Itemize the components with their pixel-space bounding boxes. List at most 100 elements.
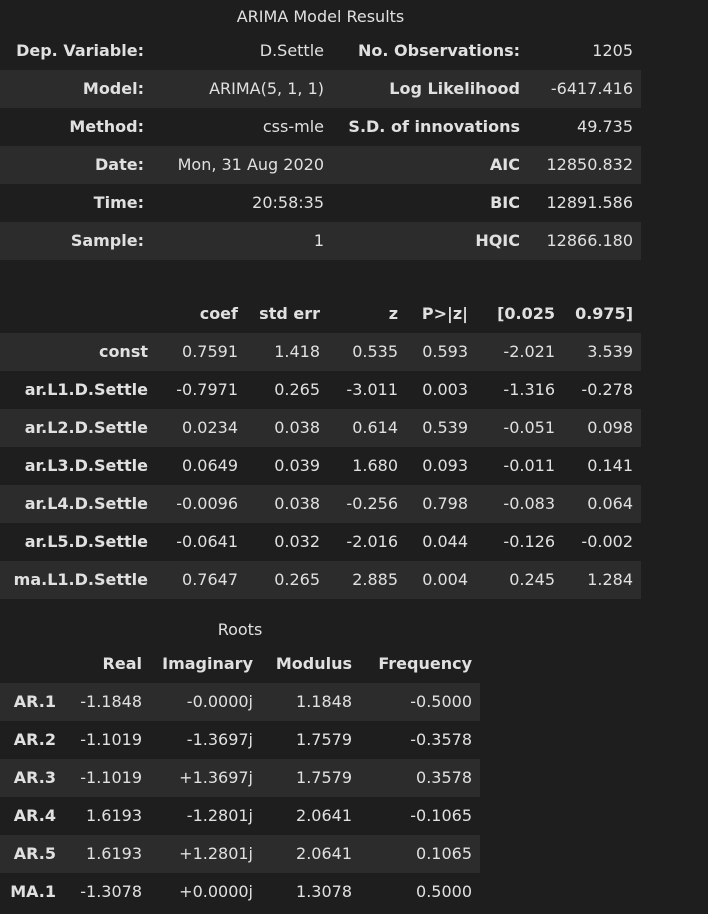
value-cell: -0.0641 (176, 532, 238, 551)
column-header: Imaginary (162, 654, 253, 673)
value-cell: 2.885 (328, 561, 406, 599)
value-cell: 0.038 (246, 485, 328, 523)
table-row: ar.L5.D.Settle -0.0641 0.032 -2.016 0.04… (0, 523, 641, 561)
value-cell: 0.7591 (156, 333, 246, 371)
value-cell: 12866.180 (528, 222, 641, 260)
value-cell: -0.051 (476, 409, 563, 447)
value-cell: 0.039 (274, 456, 320, 475)
value-cell: 1205 (592, 41, 633, 60)
value-cell: -0.083 (476, 485, 563, 523)
label-cell: Method: (69, 117, 144, 136)
table-row: ar.L2.D.Settle 0.0234 0.038 0.614 0.539 … (0, 409, 641, 447)
value-cell: -1.1019 (80, 730, 142, 749)
value-cell: 0.1065 (360, 835, 480, 873)
value-cell: -2.021 (476, 333, 563, 371)
value-cell: +1.2801j (150, 835, 261, 873)
value-cell: 0.093 (422, 456, 468, 475)
value-cell: 0.004 (406, 561, 476, 599)
value-cell: 0.798 (406, 485, 476, 523)
label-cell: HQIC (332, 222, 528, 260)
row-label: MA.1 (10, 882, 56, 901)
row-label: ar.L5.D.Settle (24, 532, 148, 551)
value-cell: 1.284 (563, 561, 641, 599)
header-row: Real Imaginary Modulus Frequency (0, 645, 480, 683)
row-label: ar.L3.D.Settle (24, 456, 148, 475)
value-cell: -0.0000j (150, 683, 261, 721)
table-row: ma.L1.D.Settle 0.7647 0.265 2.885 0.004 … (0, 561, 641, 599)
row-label: const (0, 333, 156, 371)
value-cell: 0.3578 (360, 759, 480, 797)
model-results-table: ARIMA Model Results Dep. Variable: D.Set… (0, 2, 641, 260)
value-cell: 1.3078 (296, 882, 352, 901)
value-cell: 0.539 (406, 409, 476, 447)
column-header (0, 295, 156, 333)
value-cell: -1.2801j (186, 806, 253, 825)
column-header: Real (102, 654, 142, 673)
value-cell: -6417.416 (528, 70, 641, 108)
value-cell: +1.3697j (150, 759, 261, 797)
table-row: AR.5 1.6193 +1.2801j 2.0641 0.1065 (0, 835, 480, 873)
table-row: Time: 20:58:35 BIC 12891.586 (0, 184, 641, 222)
header-row: coef std err z P>|z| [0.025 0.975] (0, 295, 641, 333)
column-header (0, 645, 64, 683)
roots-table: Roots Real Imaginary Modulus Frequency A… (0, 615, 480, 911)
value-cell: -0.002 (581, 532, 633, 551)
value-cell: 1 (152, 222, 332, 260)
column-header: coef (199, 304, 238, 323)
value-cell: -0.7971 (176, 380, 238, 399)
table-row: Sample: 1 HQIC 12866.180 (0, 222, 641, 260)
row-label: AR.3 (0, 759, 64, 797)
label-cell: Model: (0, 70, 152, 108)
column-header: [0.025 (497, 304, 555, 323)
table-row: ar.L4.D.Settle -0.0096 0.038 -0.256 0.79… (0, 485, 641, 523)
value-cell: 0.141 (587, 456, 633, 475)
value-cell: 2.0641 (261, 835, 360, 873)
value-cell: -0.0096 (156, 485, 246, 523)
value-cell: -1.316 (503, 380, 555, 399)
value-cell: 2.0641 (296, 806, 352, 825)
value-cell: -0.278 (581, 380, 633, 399)
table-row: Method: css-mle S.D. of innovations 49.7… (0, 108, 641, 146)
value-cell: -0.5000 (360, 683, 480, 721)
value-cell: -0.126 (503, 532, 555, 551)
value-cell: 49.735 (577, 117, 633, 136)
table-row: const 0.7591 1.418 0.535 0.593 -2.021 3.… (0, 333, 641, 371)
value-cell: 0.614 (328, 409, 406, 447)
table-row: AR.2 -1.1019 -1.3697j 1.7579 -0.3578 (0, 721, 480, 759)
value-cell: 0.245 (476, 561, 563, 599)
value-cell: css-mle (262, 117, 324, 136)
coefficients-table: coef std err z P>|z| [0.025 0.975] const… (0, 295, 641, 599)
value-cell: -1.3697j (186, 730, 253, 749)
value-cell: 0.032 (274, 532, 320, 551)
roots-title: Roots (217, 620, 263, 639)
row-label: AR.1 (0, 683, 64, 721)
value-cell: -1.1848 (64, 683, 150, 721)
value-cell: 0.265 (246, 561, 328, 599)
value-cell: 0.0234 (156, 409, 246, 447)
value-cell: -1.1019 (64, 759, 150, 797)
value-cell: 0.265 (274, 380, 320, 399)
table-row: MA.1 -1.3078 +0.0000j 1.3078 0.5000 (0, 873, 480, 911)
row-label: ar.L4.D.Settle (0, 485, 156, 523)
value-cell: 0.5000 (416, 882, 472, 901)
column-header: Frequency (378, 654, 472, 673)
column-header: 0.975] (575, 304, 633, 323)
row-label: AR.5 (0, 835, 64, 873)
column-header: P>|z| (421, 304, 468, 323)
value-cell: -0.1065 (410, 806, 472, 825)
table-row: ar.L3.D.Settle 0.0649 0.039 1.680 0.093 … (0, 447, 641, 485)
label-cell: No. Observations: (357, 41, 520, 60)
label-cell: Log Likelihood (332, 70, 528, 108)
value-cell: 0.535 (328, 333, 406, 371)
value-cell: ARIMA(5, 1, 1) (152, 70, 332, 108)
value-cell: +0.0000j (179, 882, 253, 901)
table-row: Date: Mon, 31 Aug 2020 AIC 12850.832 (0, 146, 641, 184)
value-cell: 1.7579 (261, 759, 360, 797)
row-label: ma.L1.D.Settle (0, 561, 156, 599)
row-label: ar.L2.D.Settle (0, 409, 156, 447)
value-cell: 0.003 (422, 380, 468, 399)
value-cell: -0.3578 (410, 730, 472, 749)
value-cell: Mon, 31 Aug 2020 (152, 146, 332, 184)
model-results-title: ARIMA Model Results (236, 7, 405, 26)
value-cell: 0.098 (563, 409, 641, 447)
